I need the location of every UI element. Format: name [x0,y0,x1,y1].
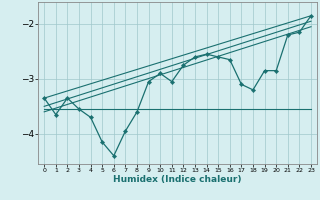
X-axis label: Humidex (Indice chaleur): Humidex (Indice chaleur) [113,175,242,184]
